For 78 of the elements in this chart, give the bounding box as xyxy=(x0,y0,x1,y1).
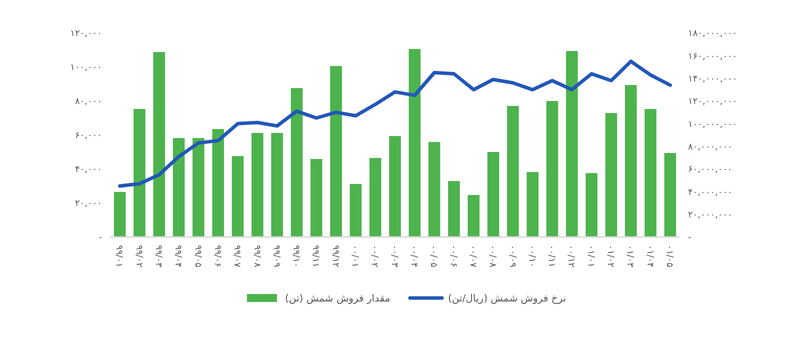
bar xyxy=(310,158,322,237)
bar xyxy=(114,192,126,237)
x-tick-label: ۹۹/۱۱ xyxy=(310,245,320,268)
bar xyxy=(330,66,342,237)
bar xyxy=(605,113,618,237)
bar xyxy=(428,142,440,237)
bar xyxy=(644,108,656,237)
y2-tick-label: ۶۰,۰۰۰,۰۰۰ xyxy=(688,165,732,176)
bar xyxy=(664,153,676,237)
x-tick-label: ۹۹/۰۹ xyxy=(270,245,281,268)
x-tick-label: ۹۹/۰۸ xyxy=(251,245,262,268)
bar xyxy=(566,51,578,237)
x-tick-label: ۹۹/۱۲ xyxy=(330,245,340,268)
bar xyxy=(468,195,480,237)
x-tick-label: ۰۰/۰۳ xyxy=(388,245,399,268)
x-tick-label: ۰۱/۰۳ xyxy=(624,245,635,268)
y2-tick-label: ۱۶۰,۰۰۰,۰۰۰ xyxy=(688,52,738,62)
x-tick-label: ۰۰/۰۹ xyxy=(506,245,517,268)
bar xyxy=(624,85,637,237)
bar xyxy=(507,106,519,237)
y-tick-label: ۲۰,۰۰۰ xyxy=(74,199,102,210)
x-tick-label: ۹۹/۰۴ xyxy=(172,245,183,268)
x-tick-label: ۹۹/۱۰ xyxy=(290,245,301,268)
x-tick-label: ۹۹/۰۷ xyxy=(232,245,242,268)
bar xyxy=(546,101,558,237)
y2-tick-label: - xyxy=(688,233,692,244)
x-tick-label: ۰۰/۰۶ xyxy=(448,245,458,268)
x-tick-label: ۰۰/۱۱ xyxy=(546,245,556,268)
y2-tick-label: ۴۰,۰۰۰,۰۰۰ xyxy=(688,188,732,198)
legend-label: نرخ فروش شمش (ریال/تن) xyxy=(448,294,566,304)
y-tick-label: ۴۰,۰۰۰ xyxy=(74,165,102,176)
x-tick-label: ۹۹/۰۵ xyxy=(192,245,202,268)
bar xyxy=(153,52,166,237)
bar xyxy=(212,129,224,237)
y-tick-label: - xyxy=(98,233,102,244)
x-tick-label: ۰۰/۰۸ xyxy=(487,245,498,268)
x-tick-label: ۰۰/۰۵ xyxy=(428,245,438,268)
y-tick-label: ۶۰,۰۰۰ xyxy=(74,131,102,142)
bar xyxy=(350,184,362,237)
line-series xyxy=(118,60,672,188)
bar xyxy=(290,88,303,237)
bar xyxy=(448,181,460,237)
x-tick-label: ۰۱/۰۴ xyxy=(644,245,654,268)
bar xyxy=(232,156,244,237)
bar xyxy=(172,138,185,237)
bar xyxy=(134,108,146,237)
x-tick-label: ۰۱/۰۵ xyxy=(664,245,674,268)
x-tick-label: ۰۰/۱۰ xyxy=(526,245,536,268)
x-tick-label: ۰۰/۰۴ xyxy=(408,245,419,268)
x-tick-label: ۰۰/۱۲ xyxy=(566,245,576,268)
y-tick-label: ۸۰,۰۰۰ xyxy=(74,97,102,108)
bar xyxy=(369,158,382,237)
x-tick-label: ۹۹/۰۲ xyxy=(133,245,144,268)
x-tick-label: ۹۹/۰۶ xyxy=(212,245,222,268)
bar xyxy=(252,132,264,237)
y-tick-label: ۱۲۰,۰۰۰ xyxy=(70,29,102,40)
y2-tick-label: ۱۲۰,۰۰۰,۰۰۰ xyxy=(688,97,738,108)
y2-tick-label: ۸۰,۰۰۰,۰۰۰ xyxy=(688,142,732,152)
x-tick-label: ۰۰/۰۷ xyxy=(467,245,478,268)
x-tick-label: ۰۱/۰۱ xyxy=(585,245,596,268)
y-tick-label: ۱۰۰,۰۰۰ xyxy=(70,63,102,74)
bar xyxy=(586,173,598,237)
x-tick-label: ۹۹/۰۱ xyxy=(114,245,124,268)
y2-tick-label: ۱۸۰,۰۰۰,۰۰۰ xyxy=(688,29,738,40)
y2-tick-label: ۱۴۰,۰۰۰,۰۰۰ xyxy=(688,74,738,84)
legend-label: مقدار فروش شمش (تن) xyxy=(285,294,390,304)
bar xyxy=(487,152,500,237)
y2-tick-label: ۲۰,۰۰۰,۰۰۰ xyxy=(688,210,732,220)
x-tick-label: ۹۹/۰۳ xyxy=(152,245,163,268)
x-tick-label: ۰۰/۰۲ xyxy=(369,245,380,268)
bar xyxy=(389,136,401,237)
x-tick-label: ۰۱/۰۲ xyxy=(605,245,616,268)
bar xyxy=(192,138,204,237)
bar xyxy=(526,172,538,237)
y2-tick-label: ۱۰۰,۰۰۰,۰۰۰ xyxy=(688,120,738,130)
bar xyxy=(271,132,283,237)
bar xyxy=(408,48,421,237)
x-tick-label: ۰۰/۰۱ xyxy=(350,245,360,268)
